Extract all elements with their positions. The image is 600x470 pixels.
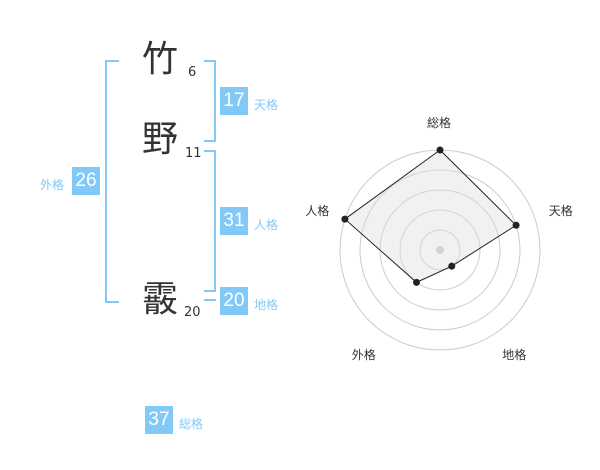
soukaku-value: 37	[145, 406, 173, 434]
chikaku-connector	[204, 299, 216, 301]
radar-point	[448, 262, 456, 270]
tenkaku-value: 17	[220, 87, 248, 115]
radar-center	[436, 246, 444, 254]
radar-ring	[419, 229, 461, 271]
stroke-count-3: 20	[184, 305, 201, 320]
radar-axis-label: 人格	[305, 204, 330, 219]
radar-point	[512, 221, 520, 229]
gaikaku-label: 外格	[40, 178, 65, 192]
radar-area	[344, 149, 517, 283]
tenkaku-label: 天格	[254, 98, 279, 112]
radar-point	[412, 278, 420, 286]
chikaku-label: 地格	[254, 298, 279, 312]
radar-ring	[399, 209, 481, 291]
stroke-count-1: 6	[188, 65, 197, 80]
radar-axis-label: 外格	[351, 347, 376, 362]
radar-axis-label: 総格	[427, 116, 452, 130]
jinkaku-value: 31	[220, 207, 248, 235]
radar-axis-label: 地格	[502, 347, 527, 362]
radar-ring	[359, 169, 521, 331]
tenkaku-bracket	[204, 60, 216, 142]
jinkaku-bracket	[204, 150, 216, 292]
soukaku-label: 総格	[179, 417, 204, 431]
name-char-1: 竹	[142, 39, 179, 80]
gaikaku-value: 26	[72, 167, 100, 195]
jinkaku-label: 人格	[254, 218, 279, 232]
name-char-3: 霰	[142, 279, 179, 320]
name-char-2: 野	[142, 119, 179, 160]
stroke-count-2: 11	[185, 146, 202, 161]
radar-point	[341, 215, 349, 223]
radar-point	[436, 146, 444, 154]
gaikaku-bracket	[105, 60, 119, 303]
chikaku-value: 20	[220, 287, 248, 315]
radar-axis-label: 天格	[548, 204, 573, 219]
